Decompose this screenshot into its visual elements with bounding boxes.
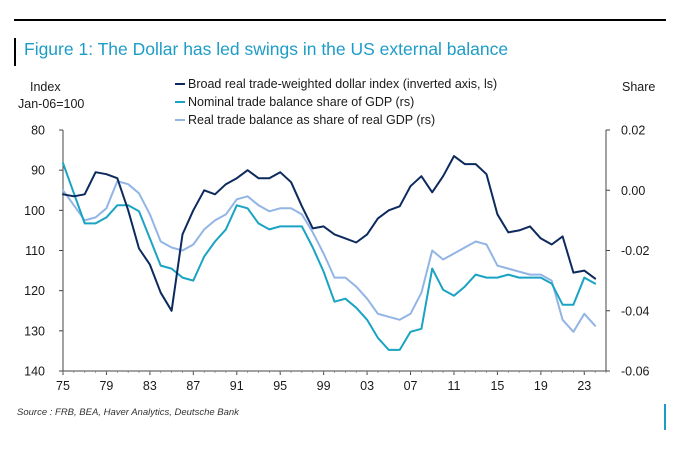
right-tick-label: -0.02 bbox=[621, 244, 650, 258]
top-rule bbox=[14, 19, 666, 21]
x-tick-label: 15 bbox=[490, 379, 504, 393]
series-line-1 bbox=[62, 155, 597, 312]
x-tick-label: 99 bbox=[317, 379, 331, 393]
chart-series bbox=[62, 155, 597, 351]
legend-label-3: Real trade balance as share of real GDP … bbox=[188, 113, 435, 127]
bottom-accent-bar bbox=[664, 404, 666, 430]
legend-label-1: Broad real trade-weighted dollar index (… bbox=[188, 77, 497, 91]
right-tick-label: 0.02 bbox=[621, 124, 645, 138]
left-tick-label: 80 bbox=[31, 124, 45, 138]
x-tick-label: 83 bbox=[143, 379, 157, 393]
right-tick-label: 0.00 bbox=[621, 184, 645, 198]
x-tick-label: 91 bbox=[230, 379, 244, 393]
figure-title: Figure 1: The Dollar has led swings in t… bbox=[24, 39, 509, 59]
left-tick-label: 140 bbox=[24, 365, 45, 379]
source-note: Source : FRB, BEA, Haver Analytics, Deut… bbox=[17, 407, 239, 418]
right-tick-label: -0.04 bbox=[621, 304, 650, 318]
left-axis-label-line2: Jan-06=100 bbox=[18, 97, 84, 111]
series-line-2 bbox=[62, 162, 597, 351]
left-tick-label: 130 bbox=[24, 324, 45, 338]
title-accent-bar bbox=[14, 38, 16, 66]
x-tick-label: 03 bbox=[360, 379, 374, 393]
x-tick-label: 23 bbox=[577, 379, 591, 393]
x-tick-label: 75 bbox=[56, 379, 70, 393]
x-tick-label: 19 bbox=[534, 379, 548, 393]
left-tick-label: 120 bbox=[24, 284, 45, 298]
right-tick-label: -0.06 bbox=[621, 365, 650, 379]
left-tick-label: 100 bbox=[24, 204, 45, 218]
x-tick-label: 79 bbox=[99, 379, 113, 393]
series-line-3 bbox=[62, 180, 597, 333]
x-tick-label: 95 bbox=[273, 379, 287, 393]
x-tick-label: 11 bbox=[447, 379, 460, 393]
left-axis-label-line1: Index bbox=[30, 80, 61, 94]
right-axis-label: Share bbox=[622, 80, 655, 94]
x-tick-label: 87 bbox=[186, 379, 200, 393]
legend-label-2: Nominal trade balance share of GDP (rs) bbox=[188, 95, 414, 109]
x-tick-label: 07 bbox=[404, 379, 418, 393]
chart-axes: 75 79 83 87 91 95 99 03 07 11 15 19 23 80 90 100 110 120 1… bbox=[24, 124, 649, 394]
chart-legend: Broad real trade-weighted dollar index (… bbox=[175, 77, 497, 127]
left-tick-label: 90 bbox=[31, 164, 45, 178]
left-tick-label: 110 bbox=[25, 244, 45, 258]
